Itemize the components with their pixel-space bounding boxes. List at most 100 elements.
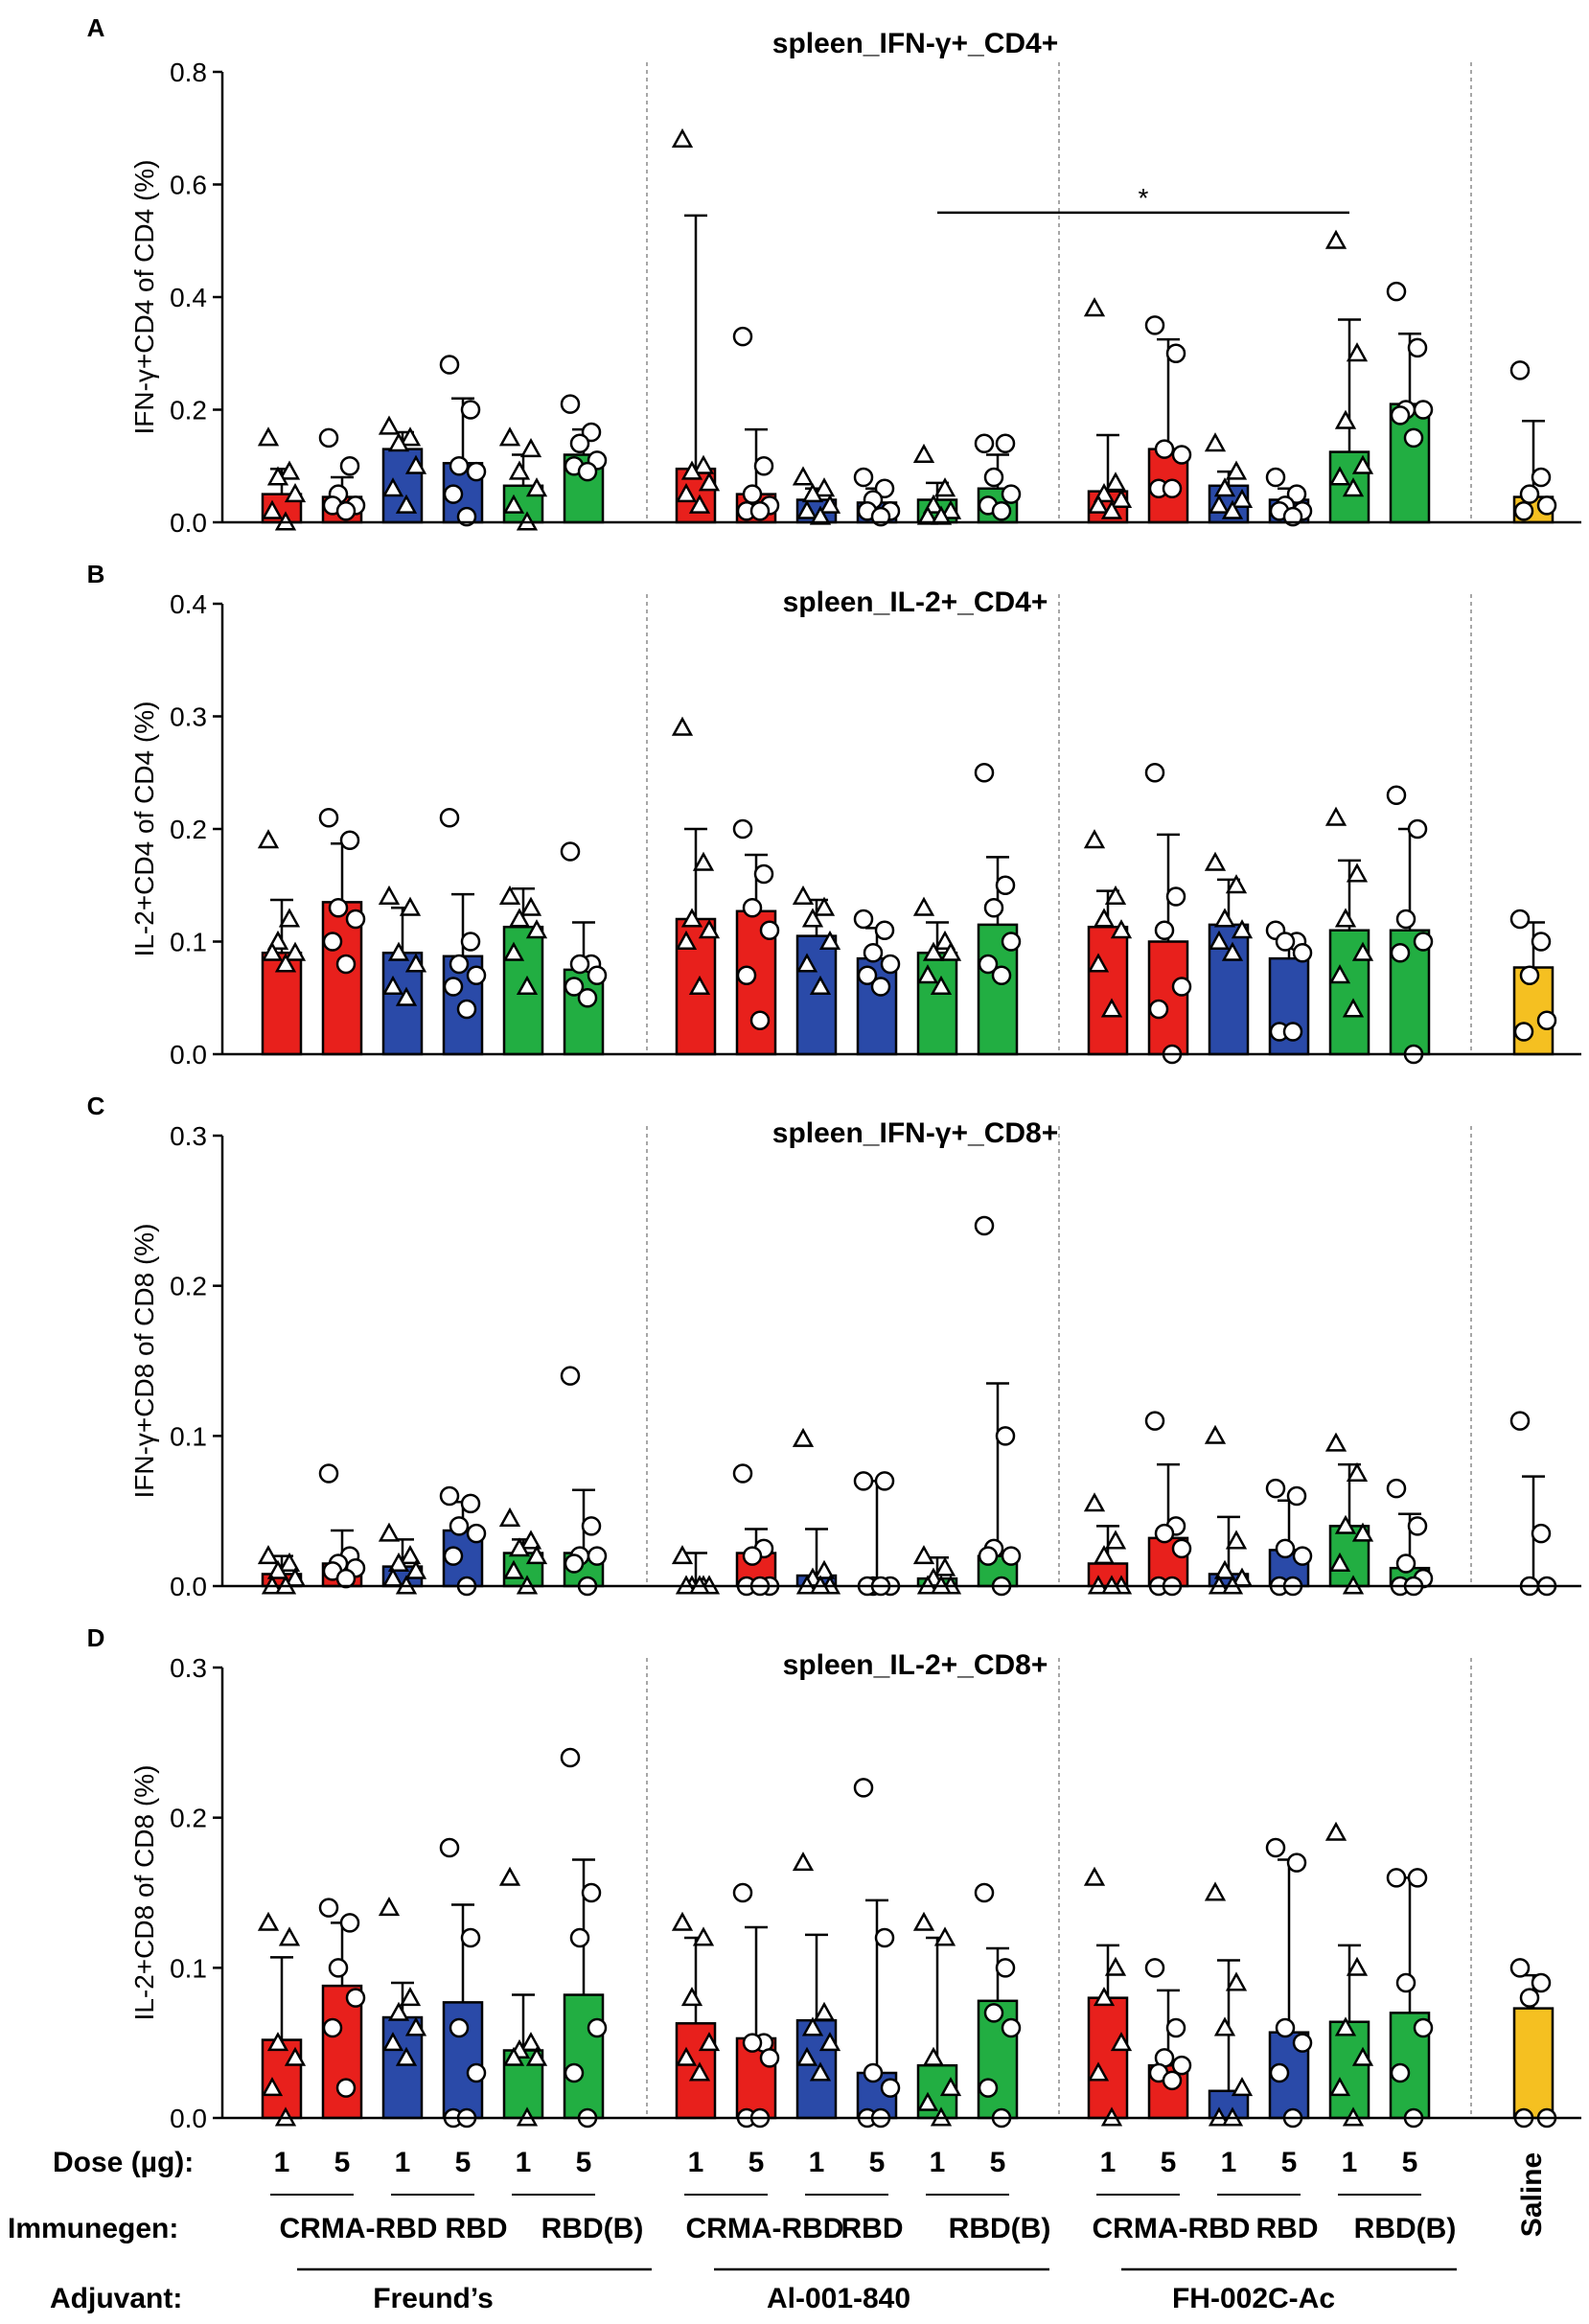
data-point-D-11 <box>916 2091 939 2111</box>
data-point-B-9 <box>801 908 824 928</box>
data-point-D-6 <box>587 2017 608 2038</box>
data-point-C-19 <box>1509 1411 1531 1431</box>
data-point-D-14 <box>1162 2070 1183 2091</box>
data-point-C-5 <box>519 1530 542 1550</box>
y-tick-label-B: 0.1 <box>170 928 207 957</box>
data-point-B-18 <box>1407 818 1428 840</box>
data-point-D-1 <box>266 2032 289 2052</box>
data-point-B-7 <box>675 930 698 950</box>
data-point-A-17 <box>1342 477 1365 497</box>
data-point-B-17 <box>1351 941 1374 961</box>
bar-B-13 <box>1087 925 1129 1056</box>
dose-label-10: 5 <box>869 2147 886 2178</box>
data-point-D-4 <box>449 2017 470 2038</box>
data-point-A-4 <box>449 456 470 476</box>
data-point-B-10 <box>863 943 884 963</box>
data-point-B-4 <box>466 965 487 985</box>
data-point-A-9 <box>809 505 832 525</box>
data-point-A-5 <box>519 438 542 458</box>
data-point-C-10 <box>853 1471 874 1491</box>
data-point-D-3 <box>395 2046 418 2066</box>
data-point-B-3 <box>387 941 410 961</box>
data-point-A-17 <box>1334 409 1357 429</box>
dose-label-5: 1 <box>516 2147 532 2178</box>
data-point-D-16 <box>1269 2062 1290 2083</box>
panel-letter-D: D <box>87 1623 105 1652</box>
data-point-B-6 <box>587 965 608 985</box>
significance-star-A: * <box>1139 183 1149 213</box>
data-point-A-8 <box>753 456 774 476</box>
data-point-B-5 <box>519 896 542 916</box>
panel-title-C: spleen_IFN-γ+_CD8+ <box>772 1117 1058 1149</box>
data-point-A-8 <box>742 484 763 504</box>
data-point-A-11 <box>930 505 953 525</box>
data-point-A-19 <box>1519 484 1540 504</box>
dose-label-9: 1 <box>809 2147 825 2178</box>
data-point-B-17 <box>1334 908 1357 928</box>
bar-D-4 <box>442 2001 484 2120</box>
data-point-B-15 <box>1225 874 1248 894</box>
data-point-C-12 <box>995 1426 1016 1446</box>
y-axis-label-D: IL-2+CD8 of CD8 (%) <box>129 1765 159 2021</box>
data-point-D-18 <box>1395 1972 1416 1993</box>
data-point-C-17 <box>1324 1432 1347 1452</box>
data-point-B-1 <box>274 953 297 973</box>
data-point-A-13 <box>1100 499 1123 519</box>
data-point-D-7 <box>698 2032 721 2052</box>
data-point-B-1 <box>261 941 284 961</box>
data-point-B-9 <box>818 930 841 950</box>
y-axis-label-C: IFN-γ+CD8 of CD8 (%) <box>129 1223 159 1498</box>
data-point-A-4 <box>466 461 487 482</box>
data-point-C-17 <box>1334 1514 1357 1534</box>
bar-D-19 <box>1512 2007 1554 2120</box>
data-point-D-3 <box>399 1987 422 2007</box>
data-point-D-6 <box>560 1747 581 1768</box>
data-point-C-4 <box>443 1546 464 1566</box>
data-point-A-7 <box>680 460 703 480</box>
data-point-A-11 <box>933 477 956 497</box>
data-point-D-13 <box>1087 2061 1110 2082</box>
data-point-A-14 <box>1171 445 1192 465</box>
data-point-C-16 <box>1275 1538 1296 1559</box>
data-point-B-9 <box>809 975 832 995</box>
y-tick-label-B: 0.4 <box>170 589 207 619</box>
data-point-D-12 <box>1001 2017 1022 2038</box>
data-point-A-19 <box>1536 495 1557 516</box>
data-point-B-9 <box>813 896 836 916</box>
data-point-B-10 <box>857 965 878 985</box>
data-point-D-12 <box>983 2003 1004 2023</box>
data-point-A-12 <box>1001 484 1022 504</box>
data-point-B-2 <box>322 932 343 952</box>
data-point-B-19 <box>1536 1010 1557 1030</box>
data-point-B-15 <box>1231 919 1254 939</box>
data-point-B-3 <box>381 975 404 995</box>
data-point-B-6 <box>564 977 585 997</box>
data-point-D-11 <box>939 2077 962 2097</box>
data-point-D-4 <box>460 1927 481 1948</box>
data-point-C-16 <box>1292 1546 1313 1566</box>
y-tick-label-D: 0.2 <box>170 1804 207 1833</box>
data-point-D-16 <box>1292 2033 1313 2053</box>
panel-title-D: spleen_IL-2+_CD8+ <box>783 1649 1048 1681</box>
data-point-A-7 <box>675 483 698 503</box>
y-tick-label-B: 0.0 <box>170 1040 207 1070</box>
data-point-C-2 <box>318 1463 339 1484</box>
data-point-A-4 <box>443 484 464 504</box>
data-point-A-5 <box>508 460 531 480</box>
data-point-D-3 <box>381 2032 404 2052</box>
data-point-D-9 <box>795 2046 818 2066</box>
data-point-A-7 <box>688 494 711 514</box>
adjuvant-freunds: Freund’s <box>373 2283 494 2314</box>
data-point-C-15 <box>1213 1559 1236 1579</box>
immunogen-rbd-fh: RBD <box>1256 2213 1319 2244</box>
data-point-C-8 <box>742 1546 763 1566</box>
data-point-A-13 <box>1083 297 1106 317</box>
dose-label-18: 5 <box>1402 2147 1418 2178</box>
adjuvant-fh: FH-002C-Ac <box>1172 2283 1335 2314</box>
data-point-B-14 <box>1171 977 1192 997</box>
data-point-B-11 <box>922 941 945 961</box>
data-point-B-13 <box>1093 908 1116 928</box>
data-point-C-15 <box>1225 1530 1248 1550</box>
bar-D-13 <box>1087 1996 1129 2120</box>
data-point-C-4 <box>449 1516 470 1536</box>
